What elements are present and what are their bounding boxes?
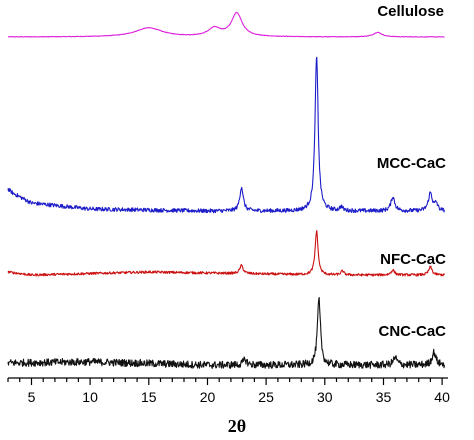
series-line-nfc-cac [7,230,445,277]
series-line-cellulose [7,11,445,38]
x-tick-label: 20 [200,389,216,405]
x-tick-label: 25 [258,389,274,405]
x-tick-label: 35 [376,389,392,405]
x-tick-label: 15 [141,389,157,405]
series-label-cellulose: Cellulose [377,3,444,20]
traces-group [7,11,446,369]
series-label-cnc-cac: CNC-CaC [379,323,447,340]
x-tick-label: 10 [82,389,98,405]
series-line-mcc-cac [7,56,446,214]
x-axis-title: 2θ [228,416,246,436]
series-line-cnc-cac [7,296,446,369]
x-tick-label: 5 [28,389,36,405]
series-label-nfc-cac: NFC-CaC [380,251,446,268]
x-tick-label: 30 [317,389,333,405]
x-tick-label: 40 [434,389,450,405]
series-label-mcc-cac: MCC-CaC [377,155,446,172]
x-axis-ticks: 5 10 15 20 25 30 35 40 [7,378,450,405]
